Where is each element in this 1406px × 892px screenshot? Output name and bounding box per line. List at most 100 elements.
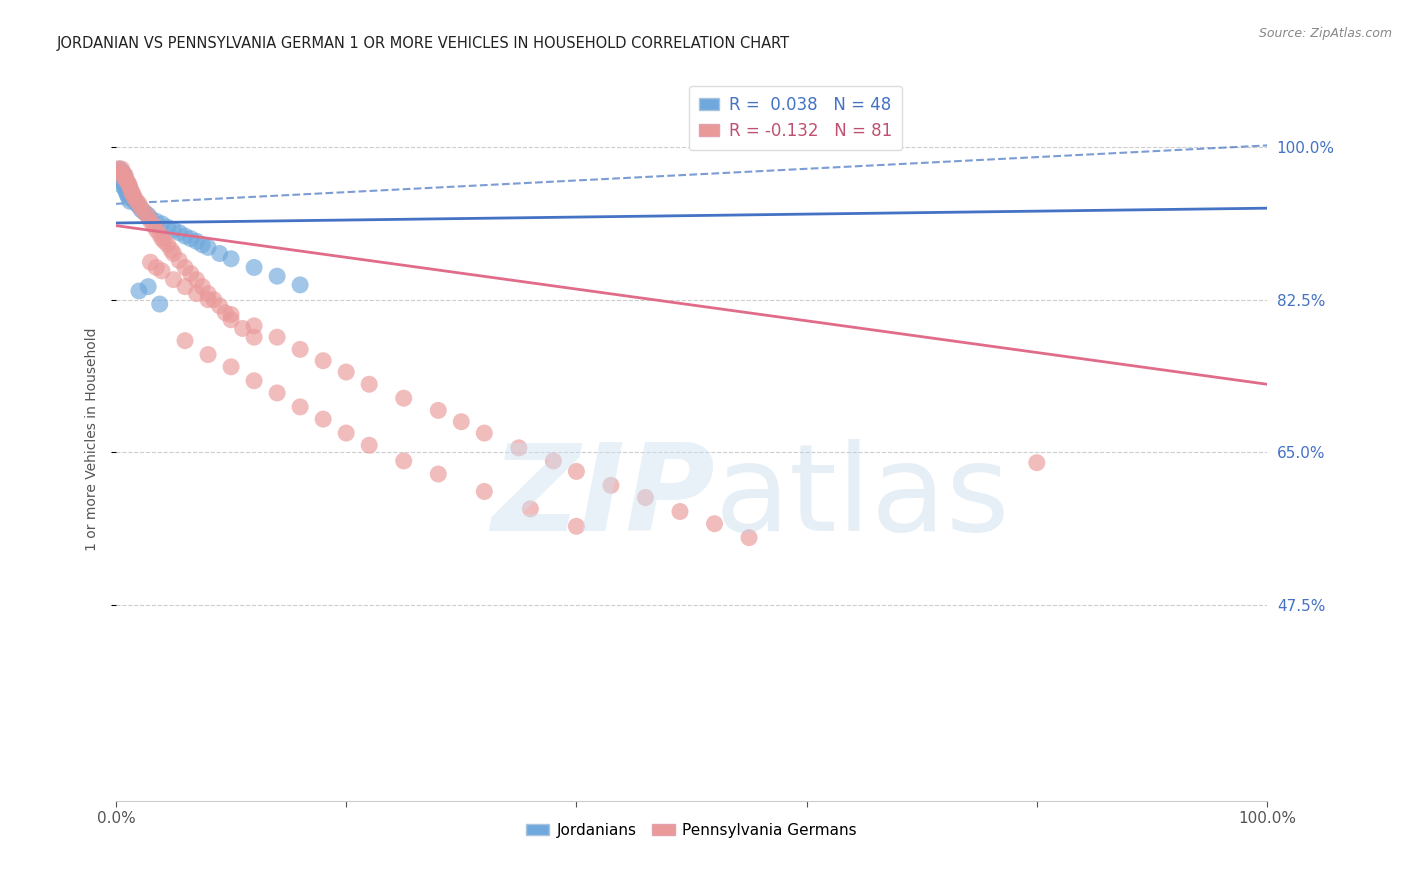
Point bbox=[156, 237, 179, 252]
Point bbox=[139, 255, 162, 269]
Point bbox=[149, 227, 172, 242]
Point bbox=[208, 246, 231, 260]
Point bbox=[197, 286, 219, 301]
Point bbox=[107, 161, 129, 176]
Point bbox=[392, 454, 415, 468]
Point bbox=[111, 175, 134, 189]
Text: atlas: atlas bbox=[714, 439, 1010, 556]
Point bbox=[122, 188, 145, 202]
Point bbox=[266, 330, 288, 344]
Point bbox=[124, 194, 146, 209]
Point bbox=[174, 229, 197, 244]
Point bbox=[174, 334, 197, 348]
Point bbox=[169, 253, 191, 268]
Point bbox=[156, 220, 179, 235]
Point bbox=[136, 279, 159, 293]
Point bbox=[117, 179, 139, 194]
Point bbox=[128, 284, 150, 298]
Point bbox=[108, 166, 131, 180]
Point bbox=[219, 252, 242, 266]
Point bbox=[117, 177, 139, 191]
Point bbox=[600, 478, 623, 492]
Y-axis label: 1 or more Vehicles in Household: 1 or more Vehicles in Household bbox=[86, 327, 100, 551]
Point bbox=[214, 306, 236, 320]
Point bbox=[312, 353, 335, 368]
Point bbox=[125, 194, 148, 209]
Point bbox=[115, 175, 138, 189]
Point bbox=[169, 226, 191, 240]
Point bbox=[111, 166, 134, 180]
Point bbox=[117, 175, 139, 189]
Point bbox=[110, 168, 132, 182]
Point bbox=[111, 166, 134, 180]
Point bbox=[427, 467, 450, 481]
Point bbox=[472, 425, 495, 440]
Point bbox=[219, 359, 242, 374]
Point bbox=[118, 182, 141, 196]
Point bbox=[266, 269, 288, 284]
Point bbox=[136, 208, 159, 222]
Point bbox=[117, 188, 139, 202]
Point bbox=[634, 491, 657, 505]
Point bbox=[288, 277, 311, 292]
Point bbox=[139, 214, 162, 228]
Point bbox=[121, 186, 143, 200]
Point bbox=[160, 243, 183, 257]
Point bbox=[150, 264, 173, 278]
Point bbox=[186, 286, 208, 301]
Point bbox=[108, 170, 131, 185]
Point bbox=[118, 194, 141, 209]
Point bbox=[117, 191, 139, 205]
Point bbox=[232, 321, 254, 335]
Point bbox=[153, 235, 176, 249]
Point bbox=[219, 312, 242, 326]
Point bbox=[519, 502, 541, 516]
Point bbox=[669, 504, 692, 518]
Point bbox=[219, 308, 242, 322]
Point bbox=[120, 186, 142, 200]
Point bbox=[145, 223, 167, 237]
Point bbox=[565, 519, 588, 533]
Point bbox=[359, 438, 381, 452]
Point bbox=[1025, 456, 1047, 470]
Point bbox=[134, 205, 156, 219]
Point bbox=[186, 235, 208, 249]
Point bbox=[738, 531, 761, 545]
Point bbox=[392, 391, 415, 405]
Point bbox=[243, 318, 266, 333]
Point bbox=[118, 179, 141, 194]
Point bbox=[121, 188, 143, 202]
Point bbox=[359, 377, 381, 392]
Point bbox=[128, 199, 150, 213]
Point bbox=[150, 217, 173, 231]
Point bbox=[565, 464, 588, 478]
Point bbox=[543, 454, 565, 468]
Point bbox=[450, 415, 472, 429]
Point bbox=[117, 177, 139, 191]
Point bbox=[243, 374, 266, 388]
Point bbox=[112, 177, 135, 191]
Point bbox=[150, 232, 173, 246]
Point bbox=[107, 166, 129, 180]
Point bbox=[142, 219, 165, 233]
Point bbox=[186, 273, 208, 287]
Point bbox=[134, 205, 156, 219]
Point bbox=[128, 197, 150, 211]
Point bbox=[243, 330, 266, 344]
Point bbox=[266, 386, 288, 401]
Point bbox=[145, 214, 167, 228]
Point bbox=[145, 260, 167, 275]
Point bbox=[288, 343, 311, 357]
Text: ZIP: ZIP bbox=[491, 439, 714, 556]
Point bbox=[129, 202, 152, 217]
Point bbox=[180, 232, 202, 246]
Point bbox=[197, 240, 219, 254]
Point bbox=[112, 168, 135, 182]
Point bbox=[129, 201, 152, 215]
Point bbox=[335, 365, 357, 379]
Point bbox=[124, 191, 146, 205]
Point bbox=[243, 260, 266, 275]
Point bbox=[288, 400, 311, 414]
Text: JORDANIAN VS PENNSYLVANIA GERMAN 1 OR MORE VEHICLES IN HOUSEHOLD CORRELATION CHA: JORDANIAN VS PENNSYLVANIA GERMAN 1 OR MO… bbox=[56, 36, 789, 51]
Point bbox=[125, 197, 148, 211]
